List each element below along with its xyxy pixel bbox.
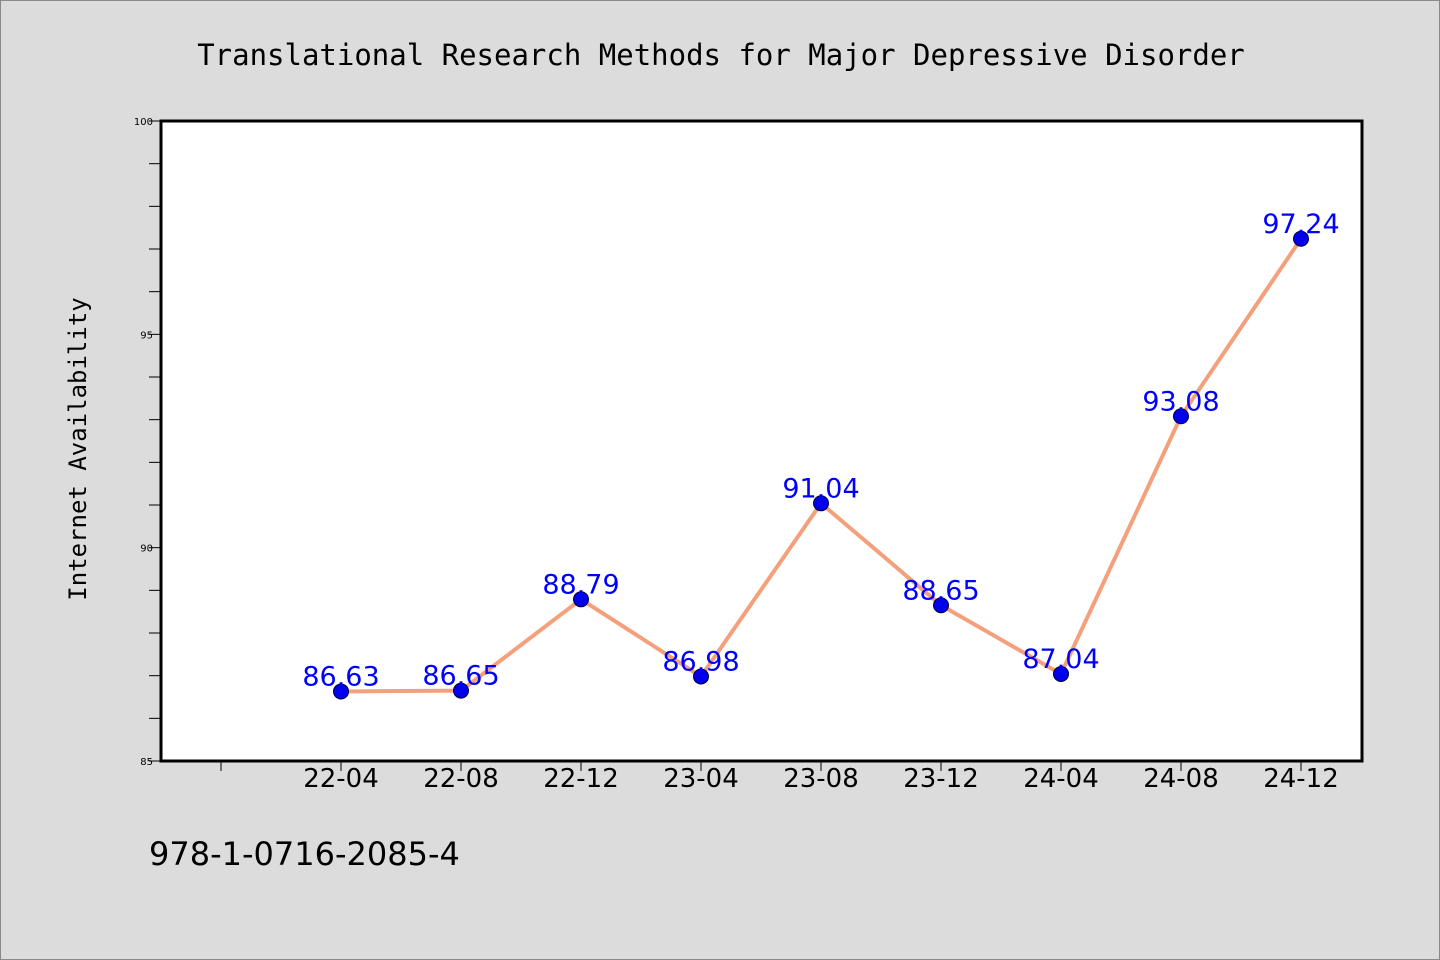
y-axis-ticks: 85 90 95 100 xyxy=(134,117,161,768)
data-label: 86.63 xyxy=(302,661,379,692)
y-axis-label: Internet Availability xyxy=(64,297,92,600)
x-tick-label: 23-12 xyxy=(903,764,979,794)
y-tick-label: 95 xyxy=(140,330,153,341)
x-tick-label: 22-12 xyxy=(543,764,619,794)
x-tick-label: 23-04 xyxy=(663,764,739,794)
data-label: 93.08 xyxy=(1142,386,1219,417)
chart-title: Translational Research Methods for Major… xyxy=(197,38,1245,72)
data-label: 88.79 xyxy=(542,569,619,600)
x-tick-label: 24-08 xyxy=(1143,764,1219,794)
data-label: 86.65 xyxy=(422,661,499,692)
y-tick-label: 90 xyxy=(140,544,153,555)
isbn-text: 978-1-0716-2085-4 xyxy=(149,835,460,873)
x-tick-label: 22-08 xyxy=(423,764,499,794)
x-tick-label: 24-12 xyxy=(1263,764,1339,794)
data-label: 97.24 xyxy=(1262,209,1339,240)
x-tick-label: 23-08 xyxy=(783,764,859,794)
data-label: 91.04 xyxy=(782,473,859,504)
y-tick-label: 100 xyxy=(134,117,153,128)
data-label: 88.65 xyxy=(902,575,979,606)
data-label: 86.98 xyxy=(662,647,739,678)
x-tick-label: 22-04 xyxy=(303,764,379,794)
y-tick-label: 85 xyxy=(140,757,153,768)
x-axis-ticks: 22-04 22-08 22-12 23-04 23-08 23-12 24-04 24-08… xyxy=(221,761,1339,794)
data-label: 87.04 xyxy=(1022,644,1099,675)
x-tick-label: 24-04 xyxy=(1023,764,1099,794)
